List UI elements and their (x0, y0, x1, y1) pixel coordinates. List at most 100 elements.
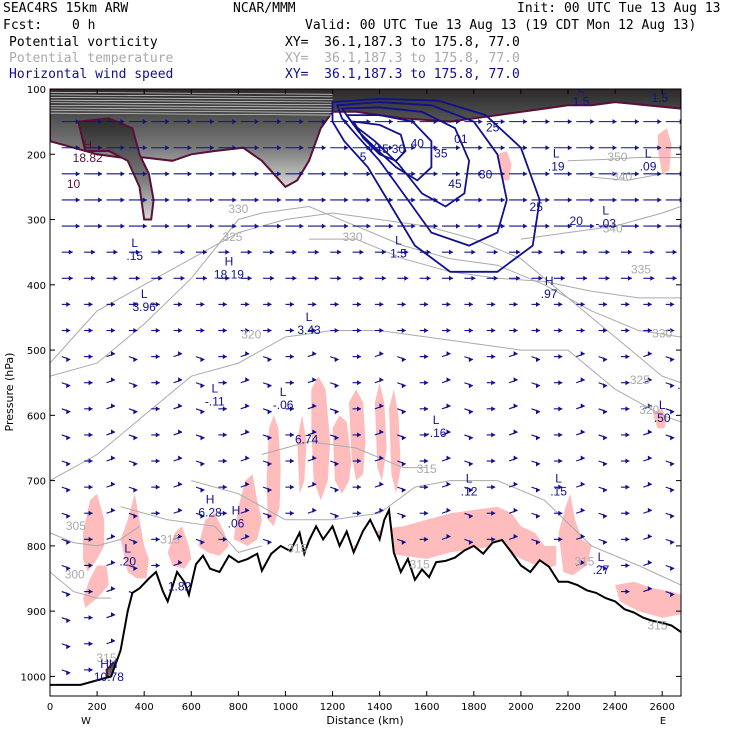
isentrope-label: 315 (417, 462, 437, 476)
extremum-value: 10.78 (94, 670, 124, 684)
isentrope-315 (191, 480, 681, 586)
wind-vector-head (379, 351, 384, 357)
isentrope-label: 330 (228, 202, 248, 216)
wind-vector-head (567, 145, 572, 151)
wind-vector-head (66, 644, 71, 650)
wind-vector-head (245, 481, 250, 487)
wind-vector-head (222, 536, 227, 542)
isentrope-label: 325 (630, 373, 650, 387)
wind-vector-head (321, 197, 326, 203)
wind-vector-head (178, 377, 183, 383)
wind-vector-head (647, 351, 652, 357)
pv-region-1 (77, 117, 155, 221)
wind-vector-head (590, 197, 595, 203)
wind-vector-head (670, 487, 675, 493)
wind-vector-head (523, 197, 528, 203)
wind-vector-head (133, 409, 138, 415)
wind-vector-head (679, 171, 681, 177)
plot-frame (49, 88, 682, 697)
extremum-value: .15 (550, 485, 567, 499)
wind-vector-head (468, 383, 473, 389)
wind-vector-head (187, 119, 192, 125)
wind-vector-head (155, 432, 160, 438)
wind-vector-head (98, 171, 103, 177)
wind-vector-head (612, 197, 617, 203)
wind-vector-head (334, 301, 339, 307)
wind-vector-head (670, 435, 675, 441)
wind-vector-head (580, 481, 585, 487)
wind-vector-head (312, 403, 317, 409)
wind-vector-head (232, 171, 237, 177)
wind-vector-head (222, 327, 227, 333)
wind-vector-head (180, 249, 185, 255)
wind-vector-head (299, 119, 304, 125)
wind-vector-head (133, 327, 138, 333)
wind-vector-head (165, 119, 170, 125)
wind-vector-head (289, 354, 294, 360)
extremum-marker: H (681, 365, 690, 379)
wind-vector-head (111, 559, 116, 565)
wind-vector-head (178, 507, 183, 513)
wind-vector-head (245, 301, 250, 307)
wind-vector-head (267, 327, 272, 333)
wind-vector-head (344, 223, 349, 229)
extremum-marker: L (306, 310, 313, 324)
isentrope-label: 315 (287, 541, 307, 555)
wind-vector-head (670, 592, 675, 598)
wind-vector-head (222, 380, 227, 386)
extremum-marker: L (578, 81, 585, 95)
wind-vector-head (66, 513, 71, 519)
wind-vector-head (75, 119, 80, 125)
cloud-region-13 (353, 506, 557, 569)
wind-vector-head (679, 197, 681, 203)
wind-vector-head (202, 275, 207, 281)
wind-vector-head (222, 406, 227, 412)
wind-vector-head (91, 275, 96, 281)
wind-vector-head (321, 171, 326, 177)
wind-vector-head (657, 119, 662, 125)
wind-vector-head (178, 327, 183, 333)
field-theta-xy: XY= 36.1,187.3 to 175.8, 77.0 (285, 51, 520, 66)
wind-vector-head (254, 119, 259, 125)
isotach-label: 45 (448, 177, 462, 191)
wind-vector-head (200, 357, 205, 363)
extremum-marker: L (141, 287, 148, 301)
wind-vector-head (66, 565, 71, 571)
wind-vector-head (142, 171, 147, 177)
wind-vector-head (379, 377, 384, 383)
wind-vector-head (245, 533, 250, 539)
wind-vector-head (612, 223, 617, 229)
extremum-value: .12 (461, 485, 478, 499)
wind-vector-head (523, 223, 528, 229)
wind-vector-head (289, 301, 294, 307)
wind-vector-head (88, 589, 93, 595)
extremum-value: 18.19 (214, 267, 244, 281)
wind-vector-head (289, 432, 294, 438)
wind-vector-head (446, 481, 451, 487)
wind-vector-head (468, 539, 473, 545)
wind-vector-head (267, 513, 272, 519)
wind-vector-head (247, 249, 252, 255)
wind-vector-head (133, 383, 138, 389)
wind-vector-head (580, 351, 585, 357)
wind-vector-head (113, 275, 118, 281)
wind-vector-head (513, 533, 518, 539)
isotach-label: 40 (367, 141, 381, 155)
wind-vector-head (334, 487, 339, 493)
wind-vector-head (254, 171, 259, 177)
wind-vector-head (634, 145, 639, 151)
wind-vector-head (411, 171, 416, 177)
wind-vector-head (200, 383, 205, 389)
extremum-marker: H (225, 254, 234, 268)
wind-vector-head (120, 223, 125, 229)
wind-vector-head (468, 357, 473, 363)
wind-vector-head (111, 533, 116, 539)
wind-vector-head (404, 249, 409, 255)
xtick-label: 1400 (367, 702, 392, 713)
isotach-30 (335, 101, 508, 247)
ytick-label: 700 (27, 477, 46, 488)
wind-vector-head (222, 510, 227, 516)
wind-vector-head (433, 145, 438, 151)
wind-vector-head (535, 357, 540, 363)
wind-vector-head (277, 223, 282, 229)
